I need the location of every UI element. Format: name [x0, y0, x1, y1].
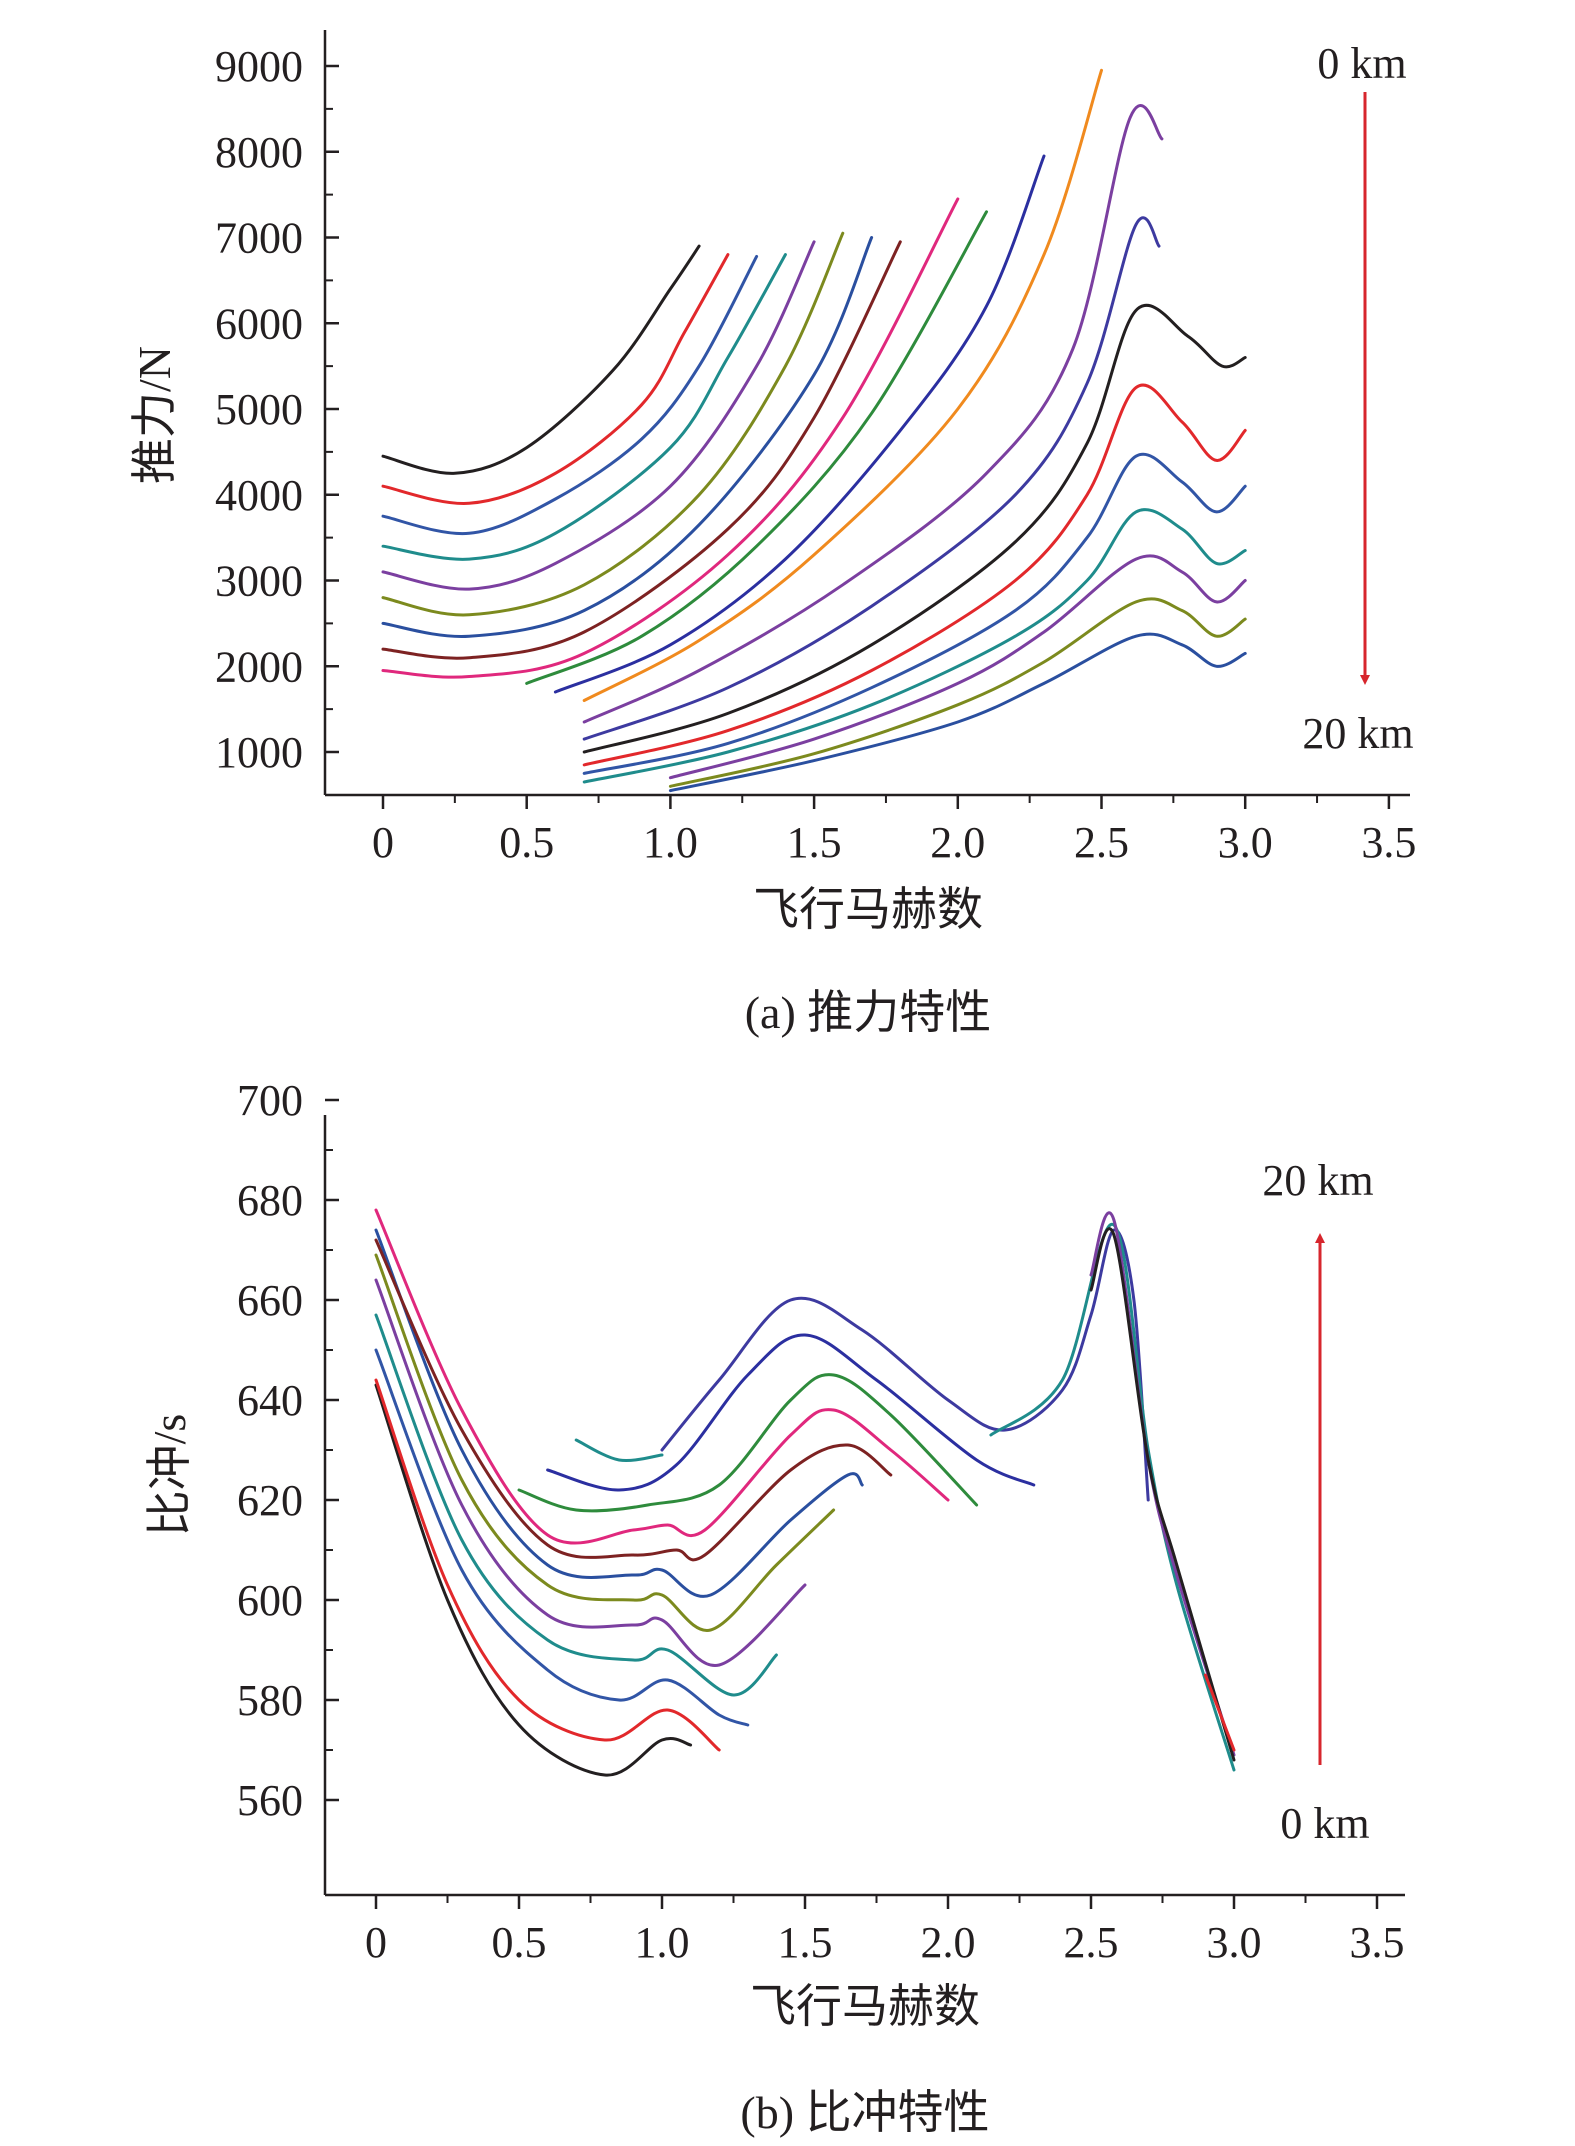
- thrust-series-line-6: [381, 231, 845, 617]
- thrust-x-tick-label: 0.5: [499, 818, 554, 867]
- isp-series-line-9: [374, 1208, 950, 1545]
- isp-series-group: [374, 1208, 1236, 1777]
- thrust-y-tick-label: 7000: [215, 214, 303, 263]
- thrust-series-line-19: [668, 554, 1247, 780]
- isp-y-tick-label: 620: [237, 1476, 303, 1525]
- thrust-series-line-1: [381, 244, 701, 475]
- thrust-x-tick-label: 3.0: [1218, 818, 1273, 867]
- thrust-series-line-10: [525, 210, 988, 685]
- thrust-series-group: [381, 68, 1247, 793]
- thrust-series-line-7: [381, 236, 874, 638]
- thrust-y-axis-title: 推力/N: [129, 346, 180, 484]
- isp-y-axis-title: 比冲/s: [144, 1414, 195, 1537]
- thrust-series-line-9: [381, 197, 960, 679]
- isp-x-tick-label: 2.0: [921, 1918, 976, 1967]
- thrust-x-axis-title: 飞行马赫数: [753, 884, 983, 935]
- isp-series-line-11: [546, 1333, 1036, 1492]
- isp-x-tick-label: 1.5: [778, 1918, 833, 1967]
- isp-axes: [323, 1115, 1405, 1897]
- isp-ticks: 0 0.5 1.0 1.5 2.0 2.5 3.0 3.5 560 580 600 620 640 660…: [237, 1076, 1405, 1967]
- isp-series-line-4: [374, 1313, 778, 1697]
- isp-annotation-bottom: 0 km: [1280, 1799, 1369, 1848]
- isp-series-line-17: [1203, 1673, 1236, 1752]
- thrust-series-line-16: [582, 383, 1247, 767]
- thrust-annotation-top: 0 km: [1317, 39, 1406, 88]
- thrust-series-line-13: [582, 104, 1164, 724]
- chart-thrust: 0 0.5 1.0 1.5 2.0 2.5 3.0 3.5 1000 2000 3000 4000 50…: [129, 30, 1416, 1038]
- thrust-series-line-4: [381, 253, 787, 561]
- isp-series-line-15: [1089, 1211, 1236, 1757]
- thrust-x-tick-label: 3.5: [1361, 818, 1416, 867]
- thrust-series-line-14: [582, 216, 1161, 741]
- isp-series-line-16: [1089, 1227, 1236, 1762]
- chart-specific-impulse: 0 0.5 1.0 1.5 2.0 2.5 3.0 3.5 560 580 600 620 640 660…: [144, 1076, 1405, 2138]
- thrust-y-tick-label: 9000: [215, 42, 303, 91]
- isp-y-tick-label: 680: [237, 1176, 303, 1225]
- thrust-caption: (a) 推力特性: [745, 987, 992, 1038]
- thrust-ticks: 0 0.5 1.0 1.5 2.0 2.5 3.0 3.5 1000 2000 3000 4000 50…: [215, 42, 1416, 867]
- thrust-series-line-12: [582, 68, 1103, 702]
- thrust-series-line-5: [381, 240, 816, 591]
- isp-annotation-top: 20 km: [1262, 1156, 1373, 1205]
- thrust-x-tick-label: 2.5: [1074, 818, 1129, 867]
- isp-y-tick-label: 660: [237, 1276, 303, 1325]
- isp-x-tick-label: 0: [365, 1918, 387, 1967]
- isp-series-line-7: [374, 1228, 864, 1598]
- thrust-y-tick-label: 6000: [215, 299, 303, 348]
- thrust-series-line-2: [381, 253, 730, 505]
- isp-y-tick-label: 580: [237, 1676, 303, 1725]
- thrust-series-line-21: [668, 632, 1247, 793]
- isp-x-tick-label: 3.0: [1207, 1918, 1262, 1967]
- thrust-y-tick-label: 8000: [215, 128, 303, 177]
- isp-x-axis-title: 飞行马赫数: [750, 1981, 980, 2032]
- thrust-series-line-3: [381, 254, 759, 536]
- thrust-y-tick-label: 3000: [215, 557, 303, 606]
- isp-y-tick-label: 700: [237, 1076, 303, 1125]
- thrust-x-tick-label: 2.0: [930, 818, 985, 867]
- isp-x-tick-label: 0.5: [492, 1918, 547, 1967]
- isp-x-tick-label: 1.0: [635, 1918, 690, 1967]
- thrust-series-line-11: [553, 154, 1046, 694]
- isp-x-tick-label: 2.5: [1064, 1918, 1119, 1967]
- thrust-annotation-bottom: 20 km: [1302, 709, 1413, 758]
- thrust-y-tick-label: 4000: [215, 471, 303, 520]
- isp-series-line-12: [574, 1438, 664, 1463]
- thrust-x-tick-label: 1.5: [787, 818, 842, 867]
- isp-y-tick-label: 640: [237, 1376, 303, 1425]
- isp-caption: (b) 比冲特性: [740, 2087, 989, 2138]
- isp-series-line-8: [374, 1238, 893, 1562]
- isp-y-tick-label: 560: [237, 1776, 303, 1825]
- isp-series-line-1: [374, 1383, 693, 1777]
- isp-series-line-13: [660, 1228, 1150, 1502]
- thrust-series-line-8: [381, 240, 902, 660]
- isp-series-line-2: [374, 1378, 721, 1752]
- thrust-series-line-20: [668, 597, 1247, 788]
- thrust-axes: [323, 30, 1410, 797]
- isp-series-line-14: [989, 1223, 1236, 1772]
- thrust-y-tick-label: 1000: [215, 728, 303, 777]
- thrust-series-line-17: [582, 452, 1247, 775]
- isp-series-line-10: [517, 1373, 979, 1513]
- thrust-series-line-18: [582, 508, 1247, 784]
- thrust-y-tick-label: 2000: [215, 642, 303, 691]
- isp-series-line-3: [374, 1348, 750, 1727]
- thrust-x-tick-label: 0: [372, 818, 394, 867]
- isp-y-tick-label: 600: [237, 1576, 303, 1625]
- thrust-x-tick-label: 1.0: [643, 818, 698, 867]
- thrust-series-line-15: [582, 303, 1247, 754]
- thrust-y-tick-label: 5000: [215, 385, 303, 434]
- isp-series-line-6: [374, 1253, 836, 1632]
- isp-x-tick-label: 3.5: [1350, 1918, 1405, 1967]
- isp-series-line-5: [374, 1278, 807, 1667]
